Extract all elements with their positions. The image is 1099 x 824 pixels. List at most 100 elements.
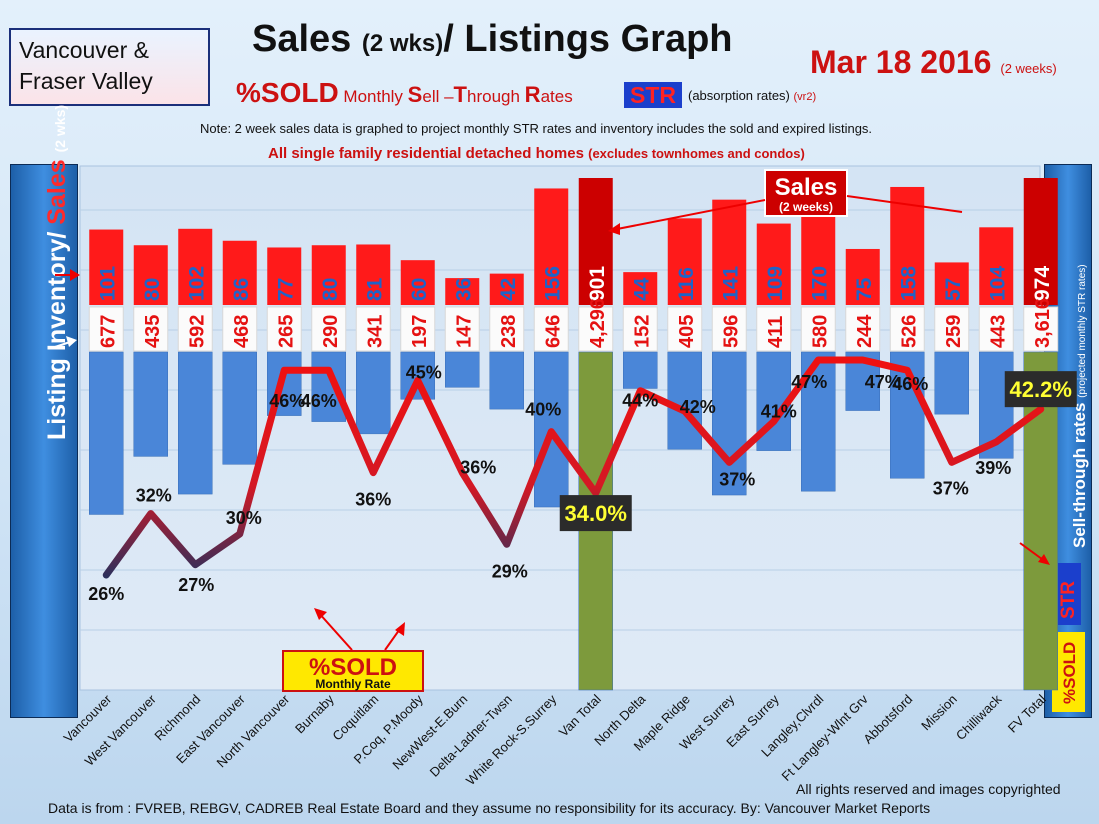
percent-label: 27% xyxy=(178,575,214,595)
sales-bar xyxy=(979,227,1014,305)
sales-value-label: 901 xyxy=(586,266,609,301)
sales-callout-sub: (2 weeks) xyxy=(779,200,833,214)
listing-value-label: 405 xyxy=(676,315,698,348)
listing-value-label: 596 xyxy=(720,315,742,348)
listing-bar xyxy=(89,351,124,515)
listing-bar xyxy=(623,351,658,389)
subtitle-p1: Monthly xyxy=(338,87,408,106)
sales-bar xyxy=(845,248,880,305)
x-tick-label: NewWest-E.Burn xyxy=(389,692,470,773)
listing-value-label: 147 xyxy=(453,315,475,348)
listing-value-label: 677 xyxy=(97,315,119,348)
note2-main: All single family residential detached h… xyxy=(268,145,584,162)
sales-value-label: 109 xyxy=(764,266,787,301)
percent-labels: 26%32%27%30%46%46%36%45%36%29%40%34.0%44… xyxy=(88,362,1077,604)
listing-bar xyxy=(222,351,257,465)
sales-bar xyxy=(534,188,569,305)
listing-value-label: 152 xyxy=(631,315,653,348)
sales-value-label: 116 xyxy=(675,267,698,301)
subtitle-p3: hrough xyxy=(467,87,525,106)
listing-value-label: 468 xyxy=(231,315,253,348)
source-note: Data is from : FVREB, REBGV, CADREB Real… xyxy=(48,800,931,816)
total-percent-label: 42.2% xyxy=(1010,377,1072,402)
listing-value-box xyxy=(711,306,747,352)
subtitle-sold: %SOLD xyxy=(236,77,339,108)
listing-value-box xyxy=(177,306,213,352)
sales-value-label: 141 xyxy=(719,266,742,301)
sold-callout: %SOLD Monthly Rate xyxy=(282,608,424,692)
listing-value-box xyxy=(845,306,881,352)
title-paren: (2 wks) xyxy=(361,30,444,57)
sales-value-label: 36 xyxy=(452,278,475,301)
sales-bar xyxy=(578,178,613,305)
listing-value-box xyxy=(222,306,258,352)
note2-small: (excludes townhomes and condos) xyxy=(588,146,805,161)
sales-value-label: 156 xyxy=(541,266,564,301)
listing-value-box xyxy=(533,306,569,352)
sales-left-arrow-head xyxy=(70,269,80,281)
sales-value-label: 80 xyxy=(141,278,164,301)
sold-callout-sub: Monthly Rate xyxy=(315,677,391,691)
chart-subtitle: %SOLD Monthly Sell –Through Rates xyxy=(236,77,573,109)
sales-bar xyxy=(445,278,480,305)
chart-date: Mar 18 2016 (2 weeks) xyxy=(810,44,1057,81)
listing-bar xyxy=(489,351,524,410)
sales-value-label: 44 xyxy=(630,277,653,301)
sold-arrow-1-head xyxy=(314,608,327,620)
left-arrows xyxy=(54,269,80,348)
percent-label: 46% xyxy=(269,391,305,411)
listing-left-arrow-head xyxy=(66,336,77,347)
total-percent-box xyxy=(1004,371,1077,408)
percent-label: 42% xyxy=(680,397,716,417)
sales-arrow-right xyxy=(846,195,963,213)
sales-value-label: 75 xyxy=(853,277,876,301)
listing-value-box xyxy=(266,306,302,352)
sales-bar xyxy=(267,247,302,305)
subtitle-t: T xyxy=(453,82,467,107)
listing-value-box xyxy=(311,306,347,352)
date-small: (2 weeks) xyxy=(1000,61,1057,76)
listing-value-box xyxy=(800,306,836,352)
chart-title: Sales (2 wks)/ Listings Graph xyxy=(252,18,733,61)
sales-value-label: 80 xyxy=(319,278,342,301)
listing-value-box xyxy=(489,306,525,352)
listing-value-label: 244 xyxy=(854,314,876,348)
listing-value-label: 526 xyxy=(898,315,920,348)
listing-value-box xyxy=(400,306,436,352)
percent-label: 40% xyxy=(525,400,561,420)
percent-label: 26% xyxy=(88,584,124,604)
listing-value-box xyxy=(978,306,1014,352)
x-tick-label: Mission xyxy=(918,692,960,734)
percent-label: 37% xyxy=(719,469,755,489)
sales-callout: Sales (2 weeks) xyxy=(608,169,963,235)
listing-value-label: 265 xyxy=(275,315,297,348)
subtitle-r: R xyxy=(524,82,541,107)
str-note-vr: (vr2) xyxy=(793,91,817,103)
sales-bar xyxy=(400,260,435,305)
left-axis-panel xyxy=(10,164,78,718)
percent-label: 36% xyxy=(355,490,391,510)
listing-value-box xyxy=(88,306,124,352)
sales-labels: 101 80 102 86 77 80 81 60 36 42 156 901 44 116 141 109 1… xyxy=(96,266,1054,301)
x-tick-label: Burnaby xyxy=(292,691,337,736)
sales-bar xyxy=(623,272,658,305)
sales-bar xyxy=(89,229,124,305)
x-tick-label: Delta-Ladner-Twsn xyxy=(427,692,515,780)
percent-label: 45% xyxy=(406,362,442,382)
sold-arrow-2-head xyxy=(395,622,405,636)
percent-label: 36% xyxy=(460,458,496,478)
sold-arrow-1 xyxy=(317,611,353,651)
listing-bar xyxy=(445,351,480,388)
total-percent-box xyxy=(559,495,632,532)
percent-label: 37% xyxy=(933,478,969,498)
listing-value-label: 435 xyxy=(142,315,164,348)
sales-value-label: 158 xyxy=(897,266,920,301)
percent-label: 44% xyxy=(622,391,658,411)
sales-bar xyxy=(311,245,346,305)
percent-label: 29% xyxy=(492,561,528,581)
percent-label: 46% xyxy=(301,391,337,411)
str-badge: STR xyxy=(624,82,682,108)
sales-value-label: 42 xyxy=(497,278,520,301)
listing-value-box xyxy=(133,306,169,352)
region-line1: Vancouver & xyxy=(19,37,149,63)
